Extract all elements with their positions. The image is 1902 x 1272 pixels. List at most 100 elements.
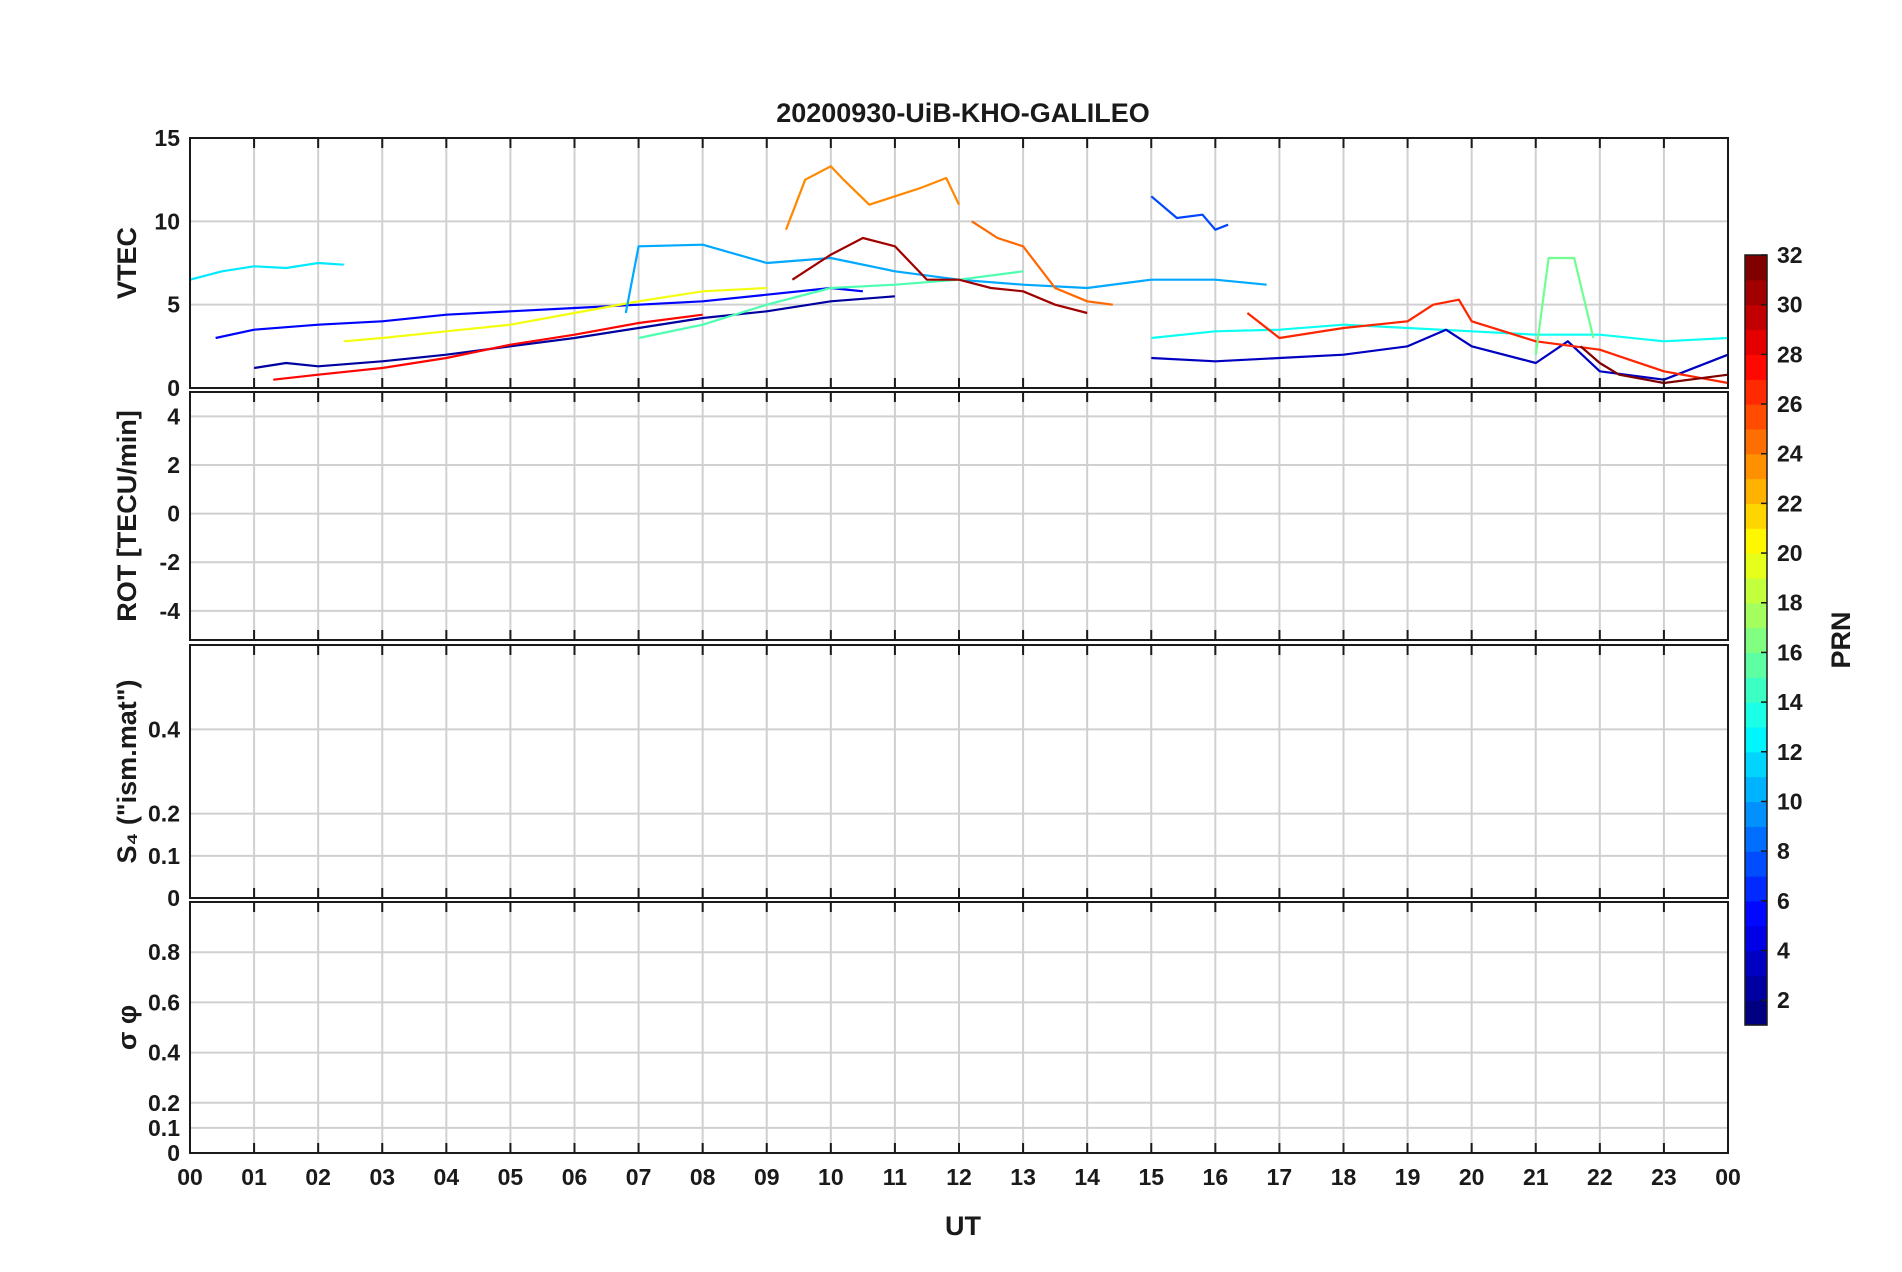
colorbar-segment <box>1745 255 1767 281</box>
y-axis-label: ROT [TECU/min] <box>112 410 142 621</box>
colorbar-segment <box>1745 652 1767 678</box>
y-tick-label: 0.6 <box>148 989 180 1015</box>
series-prn-24 <box>784 165 960 231</box>
colorbar-tick-label: 30 <box>1777 292 1803 318</box>
x-tick-label: 07 <box>626 1164 652 1190</box>
colorbar-segment <box>1745 900 1767 927</box>
y-tick-label: 0 <box>167 375 180 401</box>
colorbar-tick-label: 2 <box>1777 987 1790 1013</box>
x-tick-label: 00 <box>1715 1164 1741 1190</box>
colorbar-tick-label: 24 <box>1777 441 1803 467</box>
colorbar-segment <box>1745 950 1767 976</box>
y-axis-label: VTEC <box>112 227 142 299</box>
series-prn-13 <box>1151 323 1729 343</box>
x-tick-label: 01 <box>241 1164 267 1190</box>
colorbar-segment <box>1745 875 1767 902</box>
x-tick-label: 20 <box>1459 1164 1485 1190</box>
y-tick-label: 0.1 <box>148 1115 180 1141</box>
x-tick-label: 18 <box>1331 1164 1357 1190</box>
panel-2: 0 0.1 0.2 0.4S₄ ("ism.mat") <box>112 644 1729 911</box>
x-tick-label: 17 <box>1267 1164 1293 1190</box>
colorbar-segment <box>1745 726 1767 753</box>
colorbar-frame <box>1744 254 1768 1026</box>
x-tick-label: 02 <box>305 1164 331 1190</box>
colorbar-segment <box>1745 329 1767 355</box>
colorbar-tick-label: 22 <box>1777 490 1803 516</box>
colorbar-tick-label: 18 <box>1777 590 1803 616</box>
y-tick-label: 0.4 <box>148 716 180 742</box>
colorbar-tick-label: 16 <box>1777 639 1803 665</box>
colorbar-segment <box>1745 478 1767 504</box>
colorbar-segment <box>1745 925 1767 952</box>
colorbar-segment <box>1745 1000 1767 1026</box>
colorbar-tick-label: 28 <box>1777 341 1803 367</box>
y-axis-label: σ φ <box>112 1005 142 1050</box>
colorbar-segment <box>1745 428 1767 455</box>
panel-3: 00.10.2 0.4 0.6 0.8 σ φ 00 01 02 03 04 05 06 07 08 09 1… <box>112 901 1741 1190</box>
colorbar-tick-label: 26 <box>1777 391 1803 417</box>
x-tick-label: 10 <box>818 1164 844 1190</box>
series-prn-7 <box>1150 195 1229 231</box>
x-tick-label: 12 <box>946 1164 972 1190</box>
colorbar-segment <box>1745 826 1767 852</box>
y-tick-label: 0.8 <box>148 939 180 965</box>
y-tick-label: 0 <box>167 1140 180 1166</box>
y-tick-label: 4 <box>167 403 180 429</box>
series-prn-16 <box>1534 256 1595 355</box>
series-prn-32 <box>1579 345 1729 385</box>
colorbar-segment <box>1745 528 1767 554</box>
panel-0: 0 5 10 15 VTEC <box>112 125 1729 401</box>
x-tick-label: 09 <box>754 1164 780 1190</box>
y-tick-label: 0 <box>167 501 180 527</box>
y-axis-label: S₄ ("ism.mat") <box>112 679 142 863</box>
colorbar-tick-label: 10 <box>1777 788 1803 814</box>
x-tick-label: 22 <box>1587 1164 1613 1190</box>
series-prn-10 <box>624 243 1267 314</box>
y-tick-label: 0.4 <box>148 1040 180 1066</box>
y-tick-label: 0.2 <box>148 801 180 827</box>
colorbar-segment <box>1745 404 1767 430</box>
colorbar-tick-label: 4 <box>1777 937 1790 963</box>
series-prn-2 <box>253 295 895 370</box>
colorbar-tick-label: 20 <box>1777 540 1803 566</box>
colorbar-segment <box>1745 553 1767 579</box>
x-tick-label: 06 <box>562 1164 588 1190</box>
series-prn-31 <box>791 236 1088 315</box>
x-tick-label: 13 <box>1010 1164 1036 1190</box>
y-tick-label: 10 <box>154 208 180 234</box>
colorbar-segment <box>1745 354 1767 380</box>
series-prn-20 <box>343 286 767 343</box>
series-prn-3 <box>1151 328 1729 381</box>
x-tick-label: 15 <box>1138 1164 1164 1190</box>
colorbar-segment <box>1745 577 1767 604</box>
y-tick-label: -2 <box>160 549 180 575</box>
colorbar-segment <box>1745 702 1767 728</box>
colorbar-tick-label: 14 <box>1777 689 1803 715</box>
x-tick-label: 08 <box>690 1164 716 1190</box>
y-tick-label: 0.1 <box>148 843 180 869</box>
y-tick-label: 5 <box>167 292 180 318</box>
colorbar-segment <box>1745 503 1767 529</box>
y-tick-label: 0.2 <box>148 1090 180 1116</box>
x-tick-label: 14 <box>1074 1164 1100 1190</box>
series-prn-27 <box>1246 298 1729 385</box>
colorbar-tick-label: 8 <box>1777 838 1790 864</box>
colorbar-segment <box>1745 304 1767 331</box>
colorbar-segment <box>1745 627 1767 654</box>
x-tick-label: 04 <box>434 1164 460 1190</box>
y-tick-label: 2 <box>167 452 180 478</box>
colorbar-segment <box>1745 453 1767 480</box>
colorbar-segment <box>1745 379 1767 405</box>
x-tick-label: 21 <box>1523 1164 1549 1190</box>
colorbar-segment <box>1745 851 1767 877</box>
series-prn-5 <box>215 286 864 340</box>
series-prn-25 <box>971 220 1113 306</box>
x-axis-label: UT <box>945 1211 981 1241</box>
y-tick-label: 0 <box>167 885 180 911</box>
x-tick-label: 23 <box>1651 1164 1677 1190</box>
colorbar-tick-label: 32 <box>1777 242 1803 268</box>
colorbar-label: PRN <box>1826 611 1856 668</box>
series-prn-12 <box>189 261 344 281</box>
